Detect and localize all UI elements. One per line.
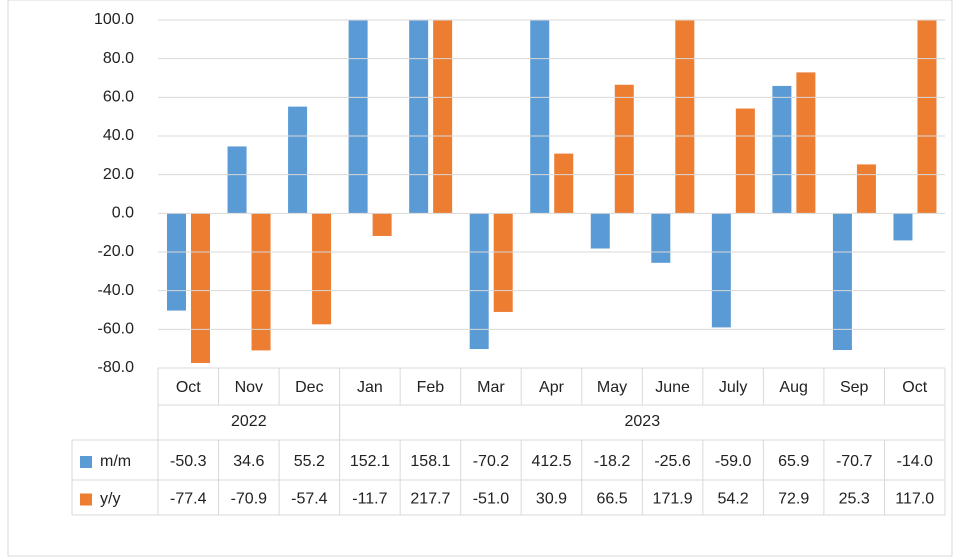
bar <box>735 108 755 214</box>
table-value: 412.5 <box>531 453 571 470</box>
legend-key <box>80 493 92 506</box>
table-value: -70.9 <box>231 491 268 508</box>
table-value: 66.5 <box>596 491 627 508</box>
bar <box>796 72 816 214</box>
y-tick-label: 40.0 <box>103 127 134 144</box>
bar <box>191 213 210 363</box>
bar <box>348 20 368 214</box>
bar <box>772 85 792 214</box>
y-tick-label: 80.0 <box>103 50 134 67</box>
table-value: 30.9 <box>536 491 567 508</box>
bar <box>469 213 489 350</box>
x-tick-label: June <box>655 379 690 396</box>
x-tick-label: Sep <box>840 379 869 396</box>
table-value: 152.1 <box>350 453 390 470</box>
bar <box>288 106 308 214</box>
x-tick-label: Dec <box>295 379 323 396</box>
bar <box>251 213 271 351</box>
table-value: 34.6 <box>233 453 264 470</box>
bar <box>530 20 550 214</box>
bar <box>167 213 186 311</box>
y-tick-label: -80.0 <box>98 359 135 376</box>
table-value: 55.2 <box>294 453 325 470</box>
bar <box>856 164 876 214</box>
table-value: 25.3 <box>839 491 870 508</box>
legend-key <box>80 456 92 468</box>
bar <box>590 213 610 249</box>
bar <box>675 20 695 214</box>
x-tick-label: Oct <box>176 379 201 396</box>
year-label: 2022 <box>231 413 267 430</box>
table-value: -70.2 <box>473 453 510 470</box>
table-value: 171.9 <box>653 491 693 508</box>
table-value: -50.3 <box>170 453 207 470</box>
x-tick-label: Jan <box>357 379 383 396</box>
x-tick-label: Mar <box>477 379 505 396</box>
year-label: 2023 <box>625 413 661 430</box>
chart-border <box>7 0 953 557</box>
table-value: -51.0 <box>473 491 510 508</box>
table-value: 158.1 <box>410 453 450 470</box>
bar <box>614 84 634 214</box>
table-value: -57.4 <box>291 491 328 508</box>
bar <box>372 213 392 236</box>
table-value: -25.6 <box>654 453 691 470</box>
bar <box>227 146 247 214</box>
table-value: -14.0 <box>896 453 933 470</box>
legend-label: m/m <box>100 453 131 470</box>
table-value: 72.9 <box>778 491 809 508</box>
x-tick-label: Feb <box>417 379 445 396</box>
x-tick-label: Apr <box>539 379 565 396</box>
bar <box>433 20 453 214</box>
y-tick-label: -20.0 <box>98 243 135 260</box>
y-tick-label: 60.0 <box>103 89 134 106</box>
bar <box>312 213 332 325</box>
x-tick-label: May <box>597 379 627 396</box>
y-tick-label: 20.0 <box>103 166 134 183</box>
table-value: -59.0 <box>715 453 752 470</box>
table-value: -70.7 <box>836 453 873 470</box>
bar <box>651 213 671 263</box>
table-value: -18.2 <box>594 453 631 470</box>
x-tick-label: Oct <box>902 379 927 396</box>
table-value: 117.0 <box>895 491 934 508</box>
table-value: -77.4 <box>170 491 207 508</box>
y-tick-label: 0.0 <box>112 205 134 222</box>
table-value: -11.7 <box>352 491 387 508</box>
bar <box>711 213 731 328</box>
plot-area <box>167 20 937 363</box>
table-value: 54.2 <box>718 491 749 508</box>
table-value: 217.7 <box>410 491 450 508</box>
y-tick-label: 100.0 <box>94 11 134 28</box>
table-value: 65.9 <box>778 453 809 470</box>
bar <box>917 20 937 214</box>
bar <box>554 153 574 214</box>
bar <box>832 213 852 351</box>
bar <box>409 20 429 214</box>
legend-label: y/y <box>100 491 120 508</box>
y-tick-label: -60.0 <box>98 321 135 338</box>
bar <box>893 213 913 241</box>
bar <box>493 213 513 312</box>
x-tick-label: Aug <box>779 379 807 396</box>
x-tick-label: Nov <box>235 379 263 396</box>
x-tick-label: July <box>719 379 747 396</box>
y-tick-label: -40.0 <box>98 282 135 299</box>
